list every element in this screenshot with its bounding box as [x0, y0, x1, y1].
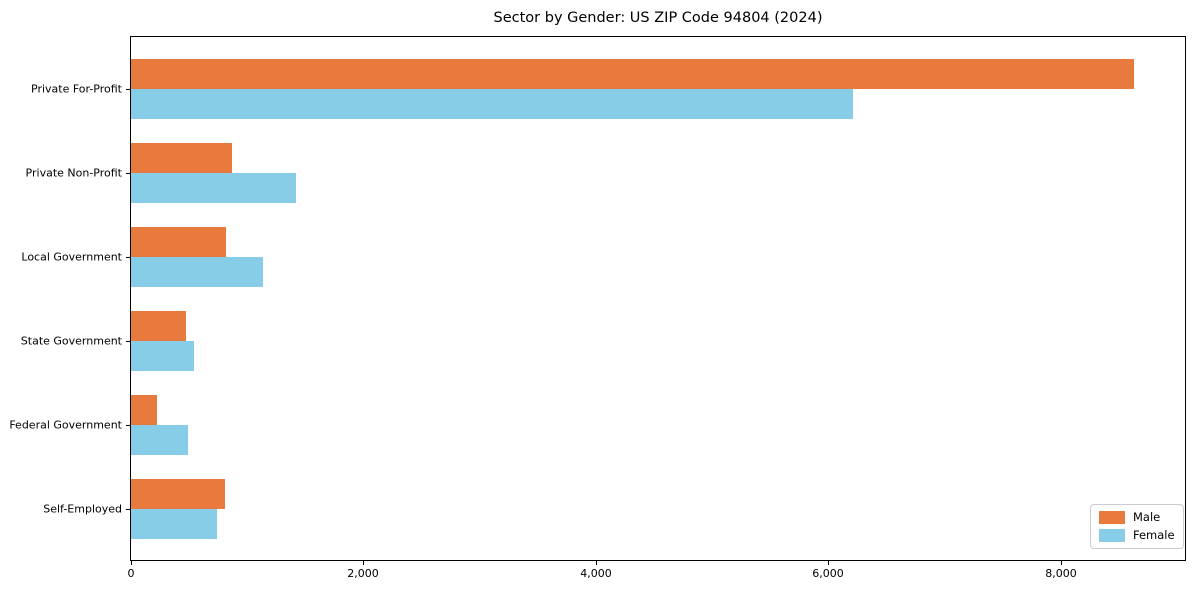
bar-female-2: [131, 173, 296, 203]
y-tick-label: State Government: [20, 334, 122, 348]
legend-label-male: Male: [1133, 510, 1161, 524]
x-tick-label: 4,000: [580, 567, 612, 580]
x-tick-label: 8,000: [1045, 567, 1077, 580]
x-tick-mark: [131, 561, 132, 565]
bar-female-1: [131, 89, 853, 119]
legend-item-male: Male: [1099, 511, 1175, 524]
bar-male-5: [131, 395, 157, 425]
x-tick-mark: [596, 561, 597, 565]
y-tick-mark: [126, 341, 130, 342]
y-tick-label: Private Non-Profit: [25, 166, 122, 180]
x-tick-mark: [363, 561, 364, 565]
bar-female-3: [131, 257, 263, 287]
y-tick-mark: [126, 89, 130, 90]
x-tick-label: 0: [127, 567, 135, 580]
y-tick-label: Self-Employed: [43, 502, 122, 516]
y-tick-label: Private For-Profit: [31, 82, 122, 96]
x-tick-label: 2,000: [347, 567, 379, 580]
legend-swatch-female: [1099, 529, 1125, 542]
bar-male-6: [131, 479, 225, 509]
y-tick-label: Federal Government: [9, 418, 122, 432]
y-axis: Private For-Profit Private Non-Profit Loca…: [0, 36, 122, 561]
bar-male-4: [131, 311, 186, 341]
bar-male-2: [131, 143, 232, 173]
legend-label-female: Female: [1133, 528, 1175, 542]
bar-male-1: [131, 59, 1134, 89]
bar-male-3: [131, 227, 226, 257]
chart-title: Sector by Gender: US ZIP Code 94804 (202…: [493, 10, 823, 26]
x-tick-mark: [828, 561, 829, 565]
plot-area: [130, 36, 1186, 561]
y-tick-mark: [126, 425, 130, 426]
bar-female-6: [131, 509, 217, 539]
bar-female-4: [131, 341, 194, 371]
bar-female-5: [131, 425, 188, 455]
y-tick-mark: [126, 173, 130, 174]
y-tick-mark: [126, 509, 130, 510]
legend-item-female: Female: [1099, 529, 1175, 542]
y-tick-mark: [126, 257, 130, 258]
y-tick-label: Local Government: [21, 250, 122, 264]
legend: Male Female: [1090, 504, 1184, 549]
x-tick-label: 6,000: [812, 567, 844, 580]
x-tick-mark: [1061, 561, 1062, 565]
legend-swatch-male: [1099, 511, 1125, 524]
